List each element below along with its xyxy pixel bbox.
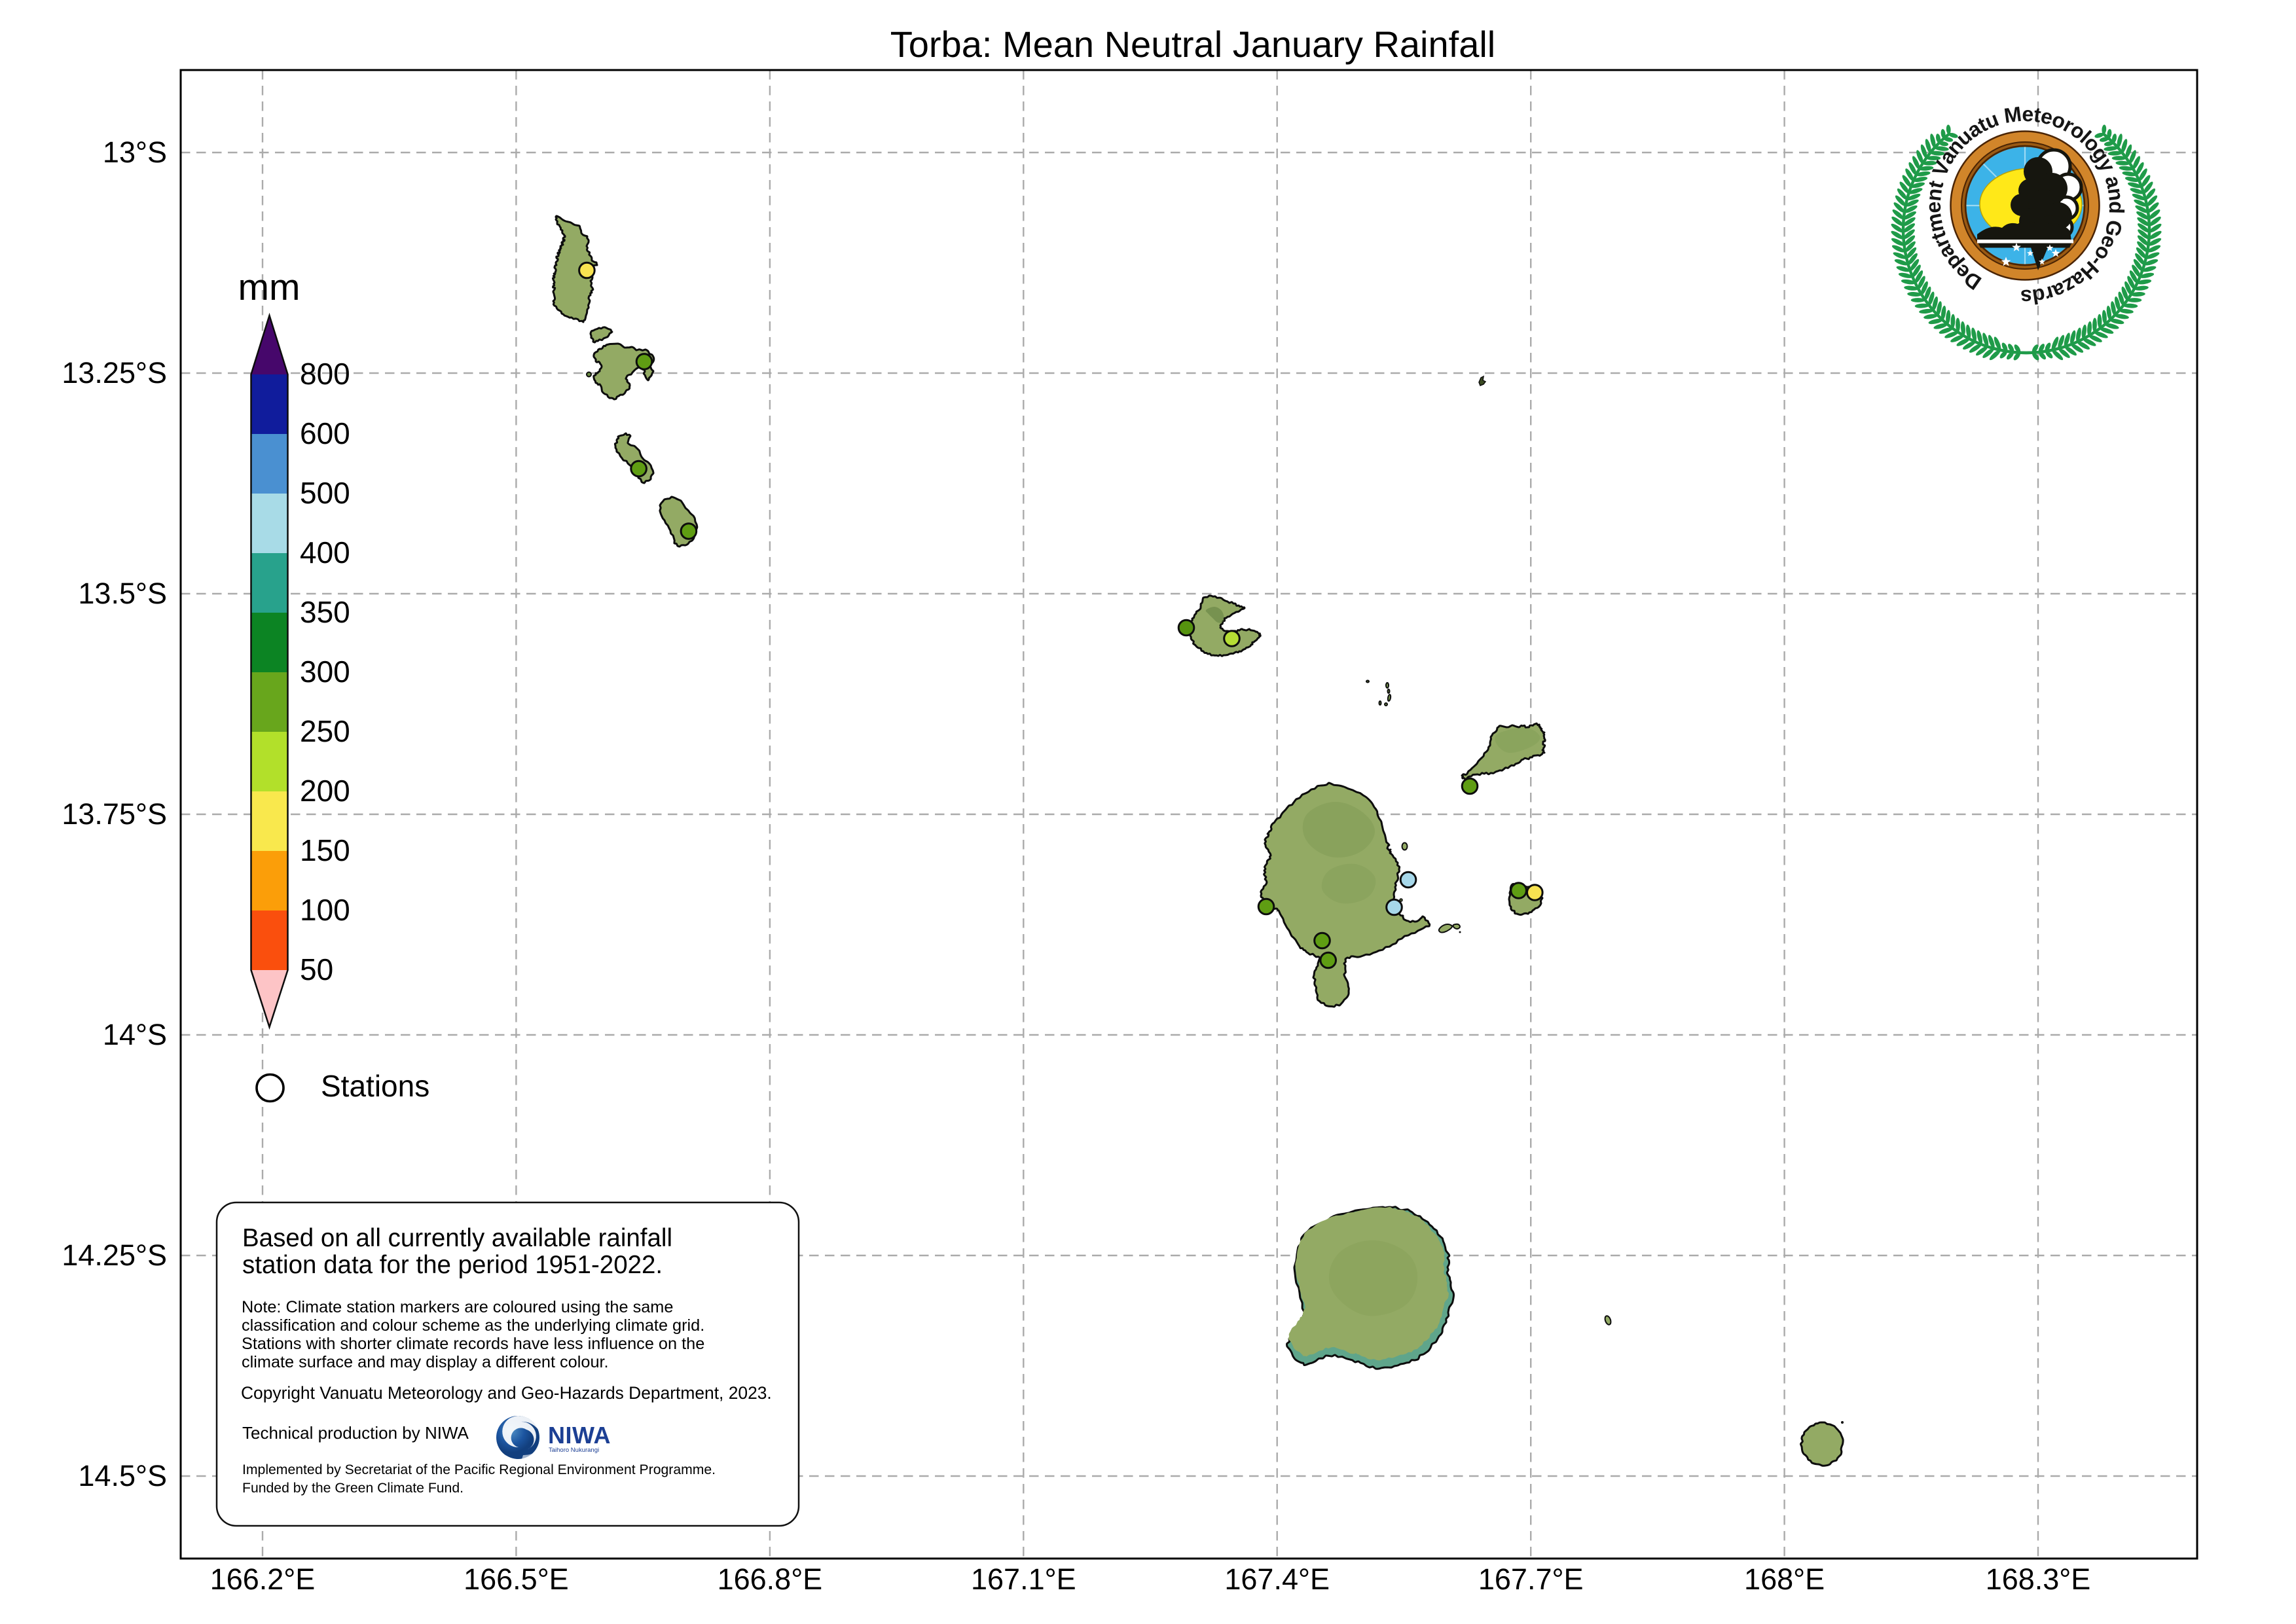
svg-text:Funded by the Green Climate Fu: Funded by the Green Climate Fund. [242, 1481, 464, 1496]
svg-text:300: 300 [300, 655, 350, 689]
svg-text:s: s [2020, 285, 2032, 309]
svg-text:200: 200 [300, 774, 350, 808]
svg-text:50: 50 [300, 952, 333, 986]
svg-text:166.5°E: 166.5°E [464, 1562, 569, 1596]
svg-text:Stations with shorter climate: Stations with shorter climate records ha… [242, 1335, 704, 1353]
svg-text:14.5°S: 14.5°S [78, 1459, 167, 1492]
svg-text:d: d [2105, 201, 2128, 214]
svg-text:13.25°S: 13.25°S [62, 356, 167, 389]
svg-text:Based on all currently availab: Based on all currently available rainfal… [242, 1224, 672, 1252]
svg-text:Technical production by NIWA: Technical production by NIWA [242, 1423, 469, 1443]
svg-text:168°E: 168°E [1744, 1562, 1825, 1596]
svg-text:n: n [1922, 187, 1946, 203]
svg-text:350: 350 [300, 595, 350, 629]
svg-text:e: e [2022, 102, 2034, 126]
svg-text:168.3°E: 168.3°E [1986, 1562, 2091, 1596]
svg-text:500: 500 [300, 476, 350, 510]
svg-text:Stations: Stations [321, 1069, 429, 1103]
svg-text:167.7°E: 167.7°E [1478, 1562, 1584, 1596]
svg-text:station data for the period 19: station data for the period 1951-2022. [242, 1251, 663, 1279]
svg-text:Implemented by Secretariat of: Implemented by Secretariat of the Pacifi… [242, 1462, 716, 1477]
svg-text:13.5°S: 13.5°S [78, 577, 167, 610]
svg-text:166.2°E: 166.2°E [210, 1562, 316, 1596]
svg-text:14°S: 14°S [103, 1018, 167, 1051]
svg-text:d: d [2031, 283, 2047, 309]
svg-text:Note: Climate station markers: Note: Climate station markers are colour… [242, 1298, 673, 1316]
svg-text:14.25°S: 14.25°S [62, 1238, 167, 1272]
svg-text:13°S: 13°S [103, 135, 167, 169]
svg-text:e: e [1922, 201, 1945, 213]
svg-text:100: 100 [300, 893, 350, 927]
svg-text:mm: mm [238, 266, 301, 308]
svg-text:167.1°E: 167.1°E [971, 1562, 1076, 1596]
svg-text:m: m [1922, 211, 1948, 234]
svg-text:600: 600 [300, 416, 350, 450]
svg-text:250: 250 [300, 714, 350, 748]
svg-text:166.8°E: 166.8°E [718, 1562, 823, 1596]
svg-text:Copyright Vanuatu Meteorology: Copyright Vanuatu Meteorology and Geo-Ha… [241, 1383, 772, 1403]
svg-text:M: M [2003, 102, 2023, 128]
svg-text:Torba: Mean Neutral January Ra: Torba: Mean Neutral January Rainfall [890, 24, 1495, 65]
svg-text:800: 800 [300, 357, 350, 391]
svg-text:NIWA: NIWA [548, 1422, 611, 1449]
svg-text:13.75°S: 13.75°S [62, 797, 167, 831]
svg-text:Taihoro Nukurangi: Taihoro Nukurangi [549, 1447, 599, 1454]
svg-text:classification and colour sche: classification and colour scheme as the … [242, 1316, 704, 1335]
svg-text:n: n [2104, 187, 2128, 202]
svg-text:150: 150 [300, 833, 350, 867]
svg-text:climate surface and may displa: climate surface and may display a differ… [242, 1353, 609, 1371]
svg-text:167.4°E: 167.4°E [1224, 1562, 1330, 1596]
svg-text:400: 400 [300, 535, 350, 569]
